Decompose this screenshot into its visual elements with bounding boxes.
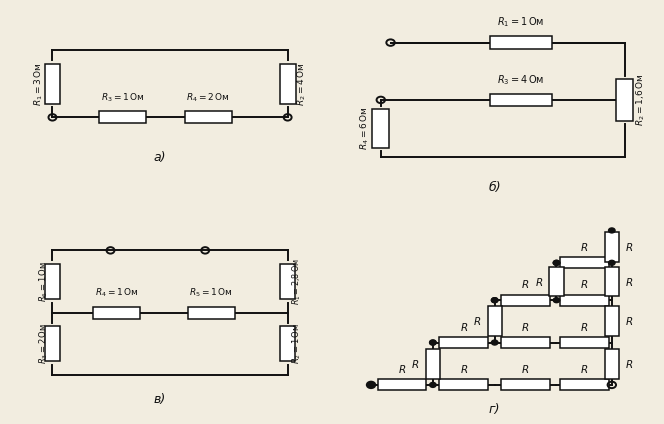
Text: $R$: $R$	[580, 363, 588, 375]
Text: $R_2{=}4\,$Ом: $R_2{=}4\,$Ом	[295, 62, 307, 106]
Bar	[490, 36, 552, 49]
Text: $R$: $R$	[625, 241, 633, 253]
Text: $R_3{=}2\,$Ом: $R_3{=}2\,$Ом	[37, 324, 50, 364]
Text: г): г)	[489, 403, 501, 416]
Bar	[501, 295, 550, 306]
Circle shape	[368, 382, 374, 388]
Bar	[501, 379, 550, 391]
Text: $R_5{=}1\,$Ом: $R_5{=}1\,$Ом	[189, 287, 233, 299]
Bar	[378, 379, 426, 391]
Text: $R$: $R$	[625, 315, 633, 327]
Text: в): в)	[153, 393, 165, 406]
Text: $R$: $R$	[580, 241, 588, 253]
Circle shape	[491, 298, 498, 303]
Text: $R$: $R$	[411, 358, 419, 370]
Text: $R$: $R$	[521, 321, 530, 332]
Text: $R$: $R$	[473, 315, 481, 327]
Bar	[280, 326, 295, 361]
Bar	[605, 349, 619, 379]
Bar	[605, 232, 619, 262]
Text: $R$: $R$	[625, 358, 633, 370]
Bar	[549, 267, 564, 296]
Bar	[560, 379, 608, 391]
Text: $R$: $R$	[580, 321, 588, 332]
Text: $R_1{=}1\,$Ом: $R_1{=}1\,$Ом	[497, 15, 544, 29]
Bar	[188, 307, 235, 318]
Text: $R_2{=}1{,}6\,$Ом: $R_2{=}1{,}6\,$Ом	[635, 74, 647, 126]
Bar	[280, 64, 295, 103]
Text: $R_1{=}3\,$Ом: $R_1{=}3\,$Ом	[33, 62, 45, 106]
Text: б): б)	[488, 181, 501, 194]
Circle shape	[491, 340, 498, 345]
Bar	[560, 257, 608, 268]
Text: $R_4{=}2\,$Ом: $R_4{=}2\,$Ом	[187, 91, 230, 103]
Circle shape	[553, 260, 560, 265]
Bar	[426, 349, 440, 379]
Circle shape	[609, 228, 615, 233]
Text: а): а)	[153, 151, 165, 164]
Circle shape	[609, 260, 615, 265]
Bar	[560, 337, 608, 348]
Text: $R_4{=}6\,$Ом: $R_4{=}6\,$Ом	[359, 107, 371, 151]
Bar	[490, 94, 552, 106]
Bar	[373, 109, 389, 148]
Text: $R$: $R$	[521, 278, 530, 290]
Text: $R_1{=}2{,}8\,$Ом: $R_1{=}2{,}8\,$Ом	[290, 258, 303, 305]
Bar	[185, 112, 232, 123]
Text: $R$: $R$	[459, 363, 468, 375]
Bar	[440, 379, 488, 391]
Text: $R_2{=}1\,$Ом: $R_2{=}1\,$Ом	[290, 324, 303, 364]
Text: $R$: $R$	[580, 278, 588, 290]
Text: $R$: $R$	[521, 363, 530, 375]
Text: $R$: $R$	[535, 276, 543, 287]
Circle shape	[491, 298, 498, 303]
Bar	[45, 326, 60, 361]
Text: $R_3{=}4\,$Ом: $R_3{=}4\,$Ом	[497, 74, 544, 87]
Bar	[45, 264, 60, 299]
Text: $R$: $R$	[398, 363, 406, 375]
Bar	[487, 307, 502, 336]
Text: $R_6{=}1\,$Ом: $R_6{=}1\,$Ом	[37, 261, 50, 302]
Text: $R$: $R$	[459, 321, 468, 332]
Circle shape	[553, 298, 560, 303]
Text: $R$: $R$	[625, 276, 633, 287]
Circle shape	[430, 382, 436, 388]
Bar	[99, 112, 146, 123]
Bar	[501, 337, 550, 348]
Bar	[44, 64, 60, 103]
Text: $R_3{=}1\,$Ом: $R_3{=}1\,$Ом	[101, 91, 145, 103]
Bar	[93, 307, 140, 318]
Circle shape	[553, 260, 560, 265]
Bar	[616, 79, 633, 121]
Bar	[605, 307, 619, 336]
Text: $R_4{=}1\,$Ом: $R_4{=}1\,$Ом	[95, 287, 139, 299]
Bar	[605, 267, 619, 296]
Bar	[440, 337, 488, 348]
Bar	[560, 295, 608, 306]
Bar	[280, 264, 295, 299]
Circle shape	[430, 340, 436, 345]
Circle shape	[430, 340, 436, 345]
